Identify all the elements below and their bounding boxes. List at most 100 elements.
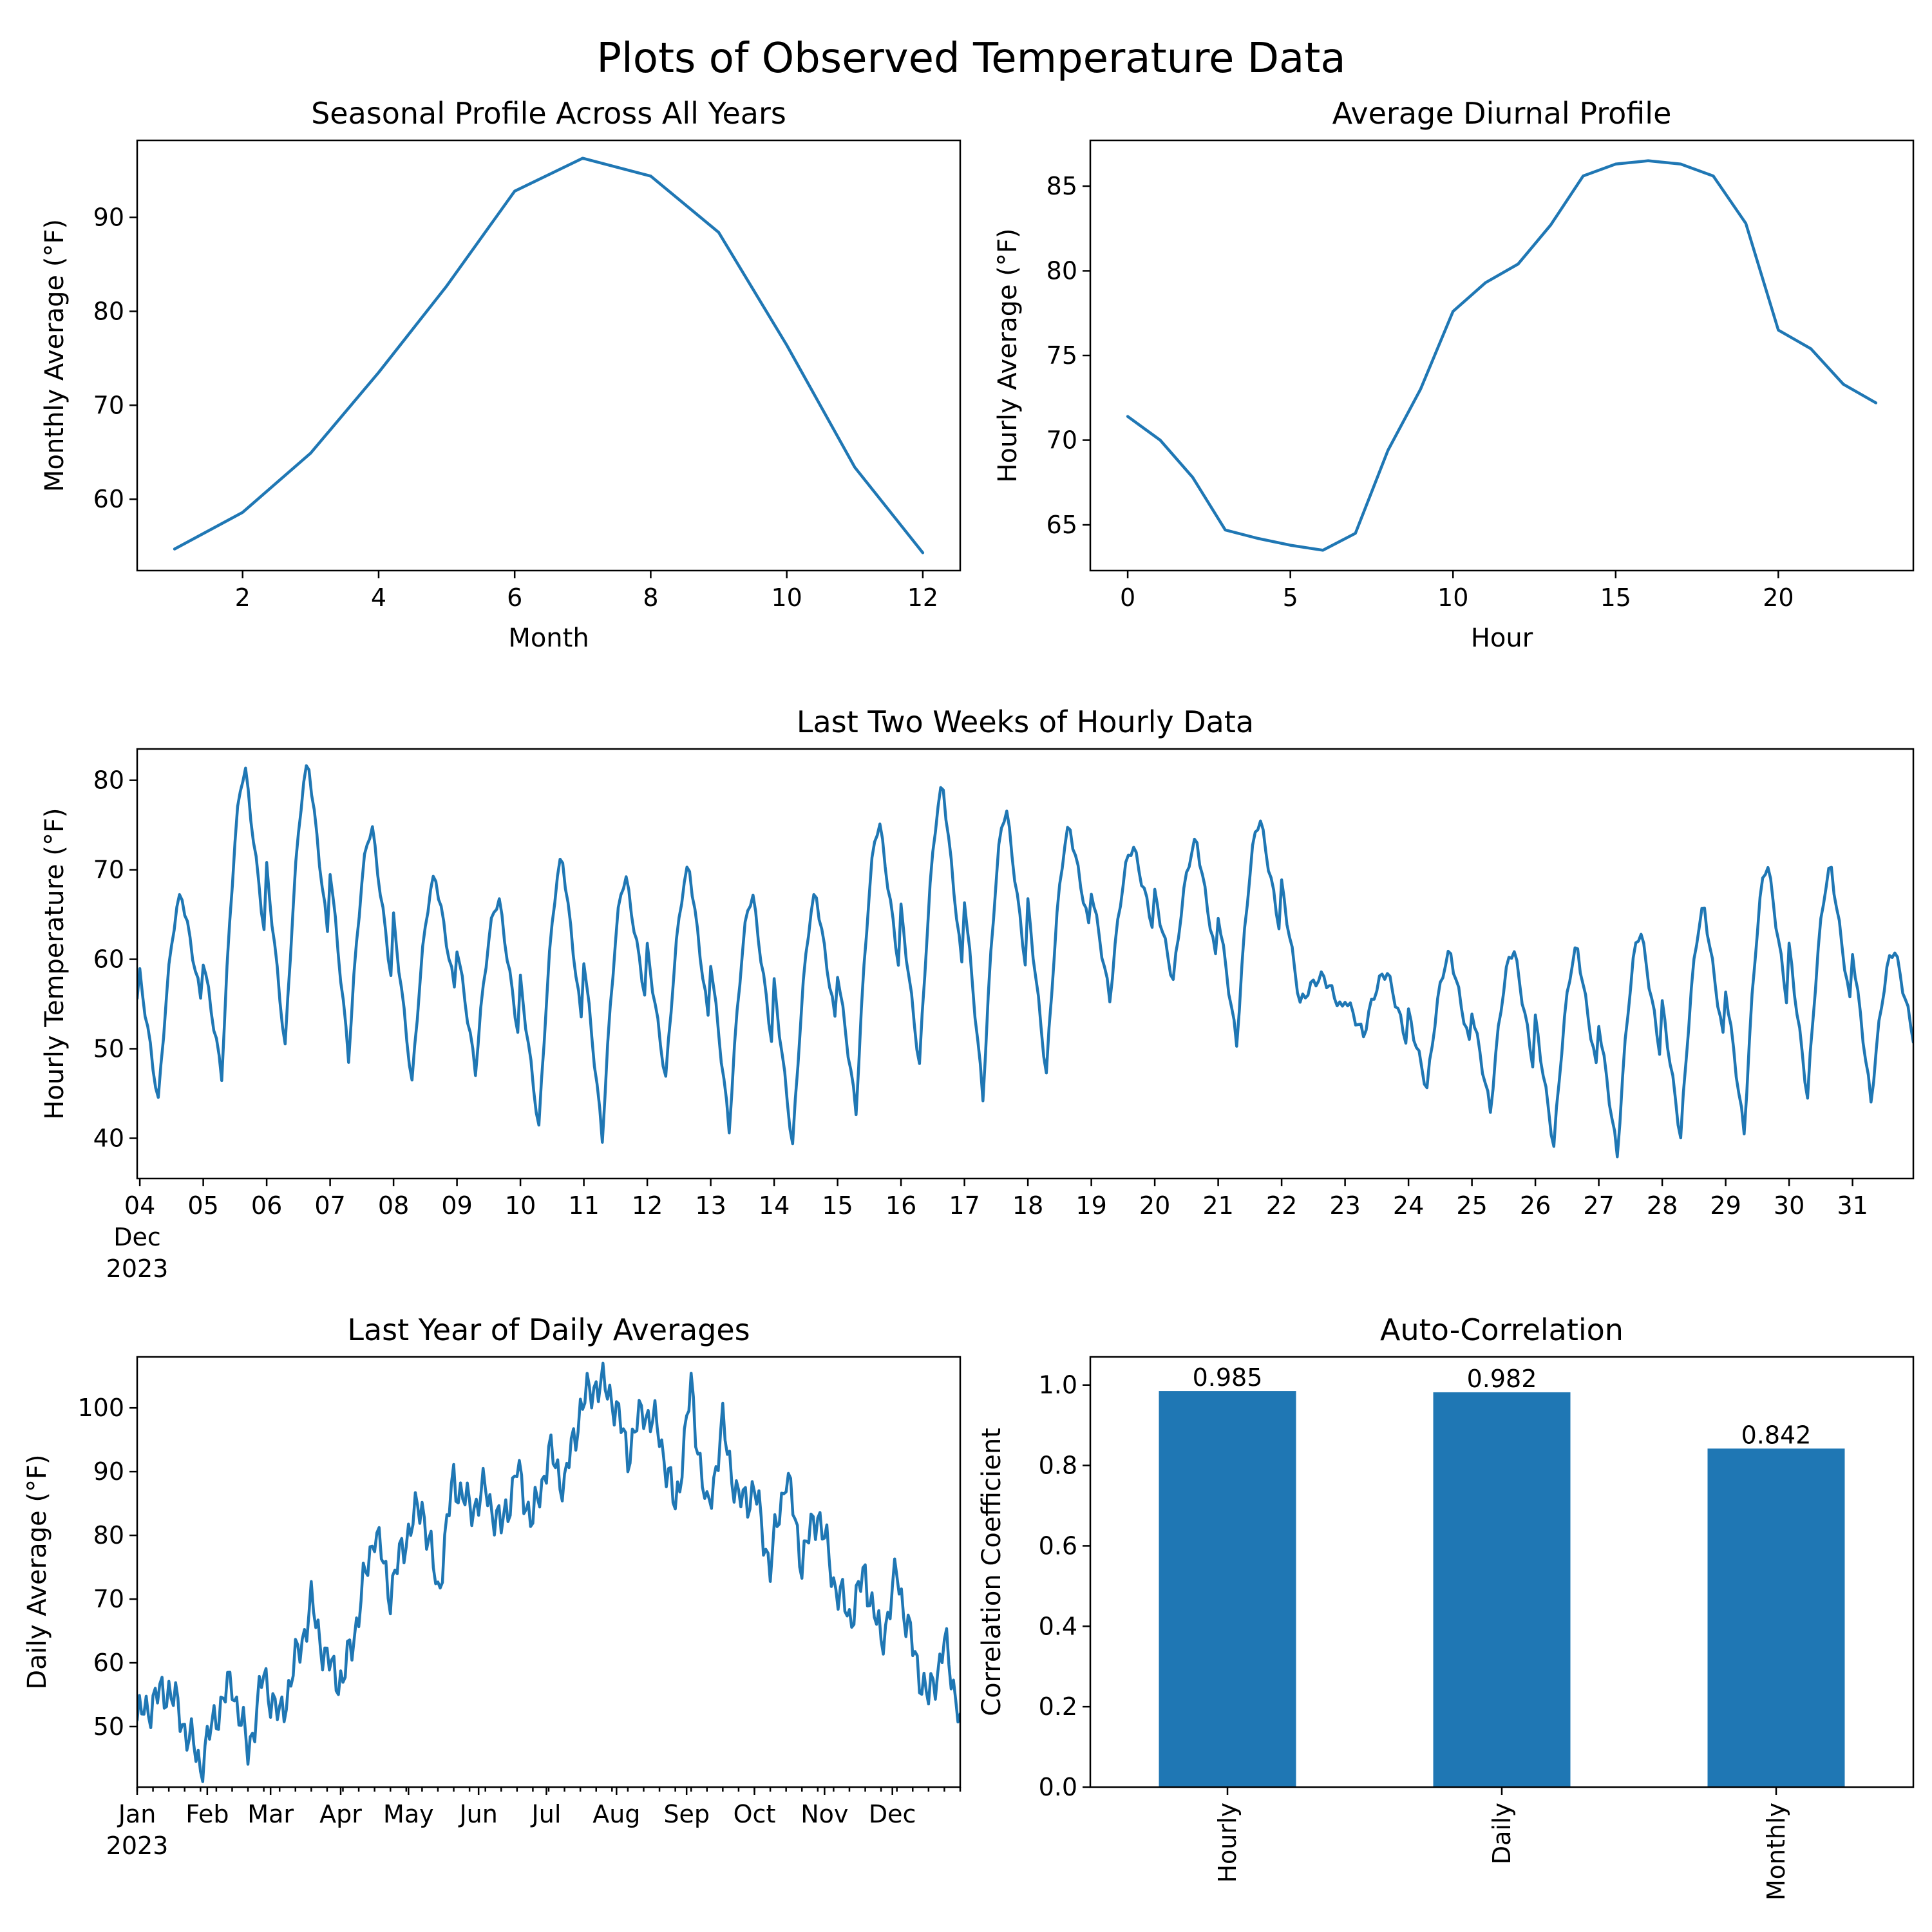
chart-autocorr: Auto-Correlation 0.0 0.2 0.4 0.6 0.8 1.0 Correl…: [977, 1312, 1915, 1900]
chart-diurnal: Average Diurnal Profile 65 70 75 80 85 Hourly …: [993, 96, 1915, 653]
bar-daily: [1433, 1392, 1571, 1787]
x-tick-label: 10: [505, 1191, 536, 1220]
series-line: [137, 1361, 960, 1783]
y-tick-label: 80: [1046, 257, 1077, 285]
y-tick-label: 0.8: [1039, 1452, 1077, 1480]
bar-value-label: 0.842: [1741, 1421, 1812, 1449]
y-axis-label: Correlation Coefficient: [977, 1428, 1007, 1716]
y-tick-label: 80: [93, 1521, 124, 1549]
chart-seasonal: Seasonal Profile Across All Years 60 70 80 9…: [40, 96, 961, 653]
y-tick-label: 1.0: [1039, 1371, 1077, 1399]
x-tick-label: 15: [1600, 583, 1631, 612]
x-tick-label: 07: [314, 1191, 345, 1220]
y-tick-label: 85: [1046, 172, 1077, 200]
x-tick-label: Monthly: [1762, 1803, 1790, 1900]
x-tick-label: 5: [1283, 583, 1298, 612]
x-tick-label: 17: [949, 1191, 980, 1220]
chart-hourly: Last Two Weeks of Hourly Data 40 50 60 70 80 H…: [40, 705, 1915, 1283]
x-tick-label: Apr: [319, 1800, 362, 1828]
x-tick-label: 31: [1837, 1191, 1868, 1220]
chart-title: Seasonal Profile Across All Years: [311, 96, 786, 131]
x-axis-label: Month: [508, 623, 589, 653]
x-offset-label: Dec: [113, 1223, 161, 1251]
x-tick-label: 05: [187, 1191, 218, 1220]
figure-title: Plots of Observed Temperature Data: [596, 35, 1345, 82]
axes-frame: [136, 1356, 961, 1788]
x-tick-label: Mar: [247, 1800, 294, 1828]
axes-frame: [1089, 139, 1915, 572]
x-tick-label: 0: [1120, 583, 1135, 612]
chart-title: Last Two Weeks of Hourly Data: [797, 705, 1254, 739]
series-line: [1126, 159, 1878, 552]
x-tick-label: Jan: [117, 1800, 156, 1828]
x-tick-label: Nov: [800, 1800, 848, 1828]
x-tick-label: 25: [1456, 1191, 1487, 1220]
x-offset-label: 2023: [106, 1255, 169, 1283]
x-tick-label: 29: [1710, 1191, 1741, 1220]
x-tick-label: 21: [1202, 1191, 1233, 1220]
y-tick-label: 0.6: [1039, 1531, 1077, 1560]
y-tick-label: 50: [93, 1035, 124, 1063]
x-tick-label: 27: [1583, 1191, 1614, 1220]
x-tick-label: 8: [643, 583, 658, 612]
x-tick-label: 20: [1139, 1191, 1170, 1220]
y-tick-label: 0.0: [1039, 1773, 1077, 1801]
x-tick-label: 04: [124, 1191, 155, 1220]
x-tick-label: Hourly: [1213, 1803, 1242, 1883]
x-tick-label: 18: [1012, 1191, 1043, 1220]
y-tick-label: 65: [1046, 511, 1077, 539]
x-tick-label: 09: [441, 1191, 472, 1220]
x-tick-label: 12: [632, 1191, 663, 1220]
x-tick-label: Dec: [869, 1800, 916, 1828]
axes-frame: [1089, 1356, 1915, 1788]
chart-daily: Last Year of Daily Averages 50 60 70 80 90 100…: [23, 1312, 961, 1860]
y-tick-label: 80: [93, 297, 124, 325]
x-tick-label: Jul: [531, 1800, 562, 1828]
x-tick-label: 24: [1393, 1191, 1424, 1220]
x-tick-label: Sep: [663, 1800, 710, 1828]
series-line: [137, 764, 1913, 1159]
bar-hourly: [1159, 1391, 1296, 1787]
x-tick-label: Jun: [458, 1800, 497, 1828]
x-tick-label: Daily: [1488, 1803, 1516, 1864]
y-axis-label: Daily Average (°F): [23, 1454, 52, 1689]
y-tick-label: 60: [93, 945, 124, 974]
x-tick-label: 14: [759, 1191, 790, 1220]
x-tick-label: 19: [1075, 1191, 1106, 1220]
x-axis-label: Hour: [1471, 623, 1533, 653]
bar-value-label: 0.982: [1467, 1365, 1537, 1393]
chart-title: Auto-Correlation: [1380, 1312, 1624, 1347]
bar-value-label: 0.985: [1193, 1363, 1263, 1392]
axes-frame: [136, 139, 961, 572]
x-tick-label: 30: [1774, 1191, 1804, 1220]
y-tick-label: 60: [93, 485, 124, 513]
y-axis-label: Monthly Average (°F): [40, 219, 70, 492]
y-tick-label: 100: [77, 1394, 124, 1422]
x-tick-label: 16: [886, 1191, 916, 1220]
chart-title: Average Diurnal Profile: [1332, 96, 1672, 131]
y-tick-label: 70: [1046, 426, 1077, 454]
y-tick-label: 60: [93, 1649, 124, 1677]
x-tick-label: Aug: [592, 1800, 640, 1828]
x-tick-label: 15: [822, 1191, 853, 1220]
y-tick-label: 70: [93, 856, 124, 884]
y-axis-label: Hourly Temperature (°F): [40, 808, 70, 1119]
x-tick-label: 10: [771, 583, 802, 612]
chart-title: Last Year of Daily Averages: [347, 1312, 750, 1347]
x-tick-label: 08: [378, 1191, 409, 1220]
x-tick-label: May: [383, 1800, 434, 1828]
y-tick-label: 90: [93, 1457, 124, 1486]
x-tick-label: Oct: [734, 1800, 776, 1828]
series-line: [173, 156, 925, 554]
axes-frame: [136, 748, 1915, 1180]
x-tick-label: 20: [1763, 583, 1794, 612]
y-tick-label: 90: [93, 204, 124, 232]
x-tick-label: 10: [1437, 583, 1468, 612]
bar-monthly: [1707, 1448, 1845, 1787]
y-tick-label: 0.4: [1039, 1612, 1077, 1640]
x-tick-label: 2: [235, 583, 251, 612]
x-tick-label: 6: [507, 583, 522, 612]
x-tick-label: 22: [1266, 1191, 1297, 1220]
x-tick-label: 13: [695, 1191, 726, 1220]
